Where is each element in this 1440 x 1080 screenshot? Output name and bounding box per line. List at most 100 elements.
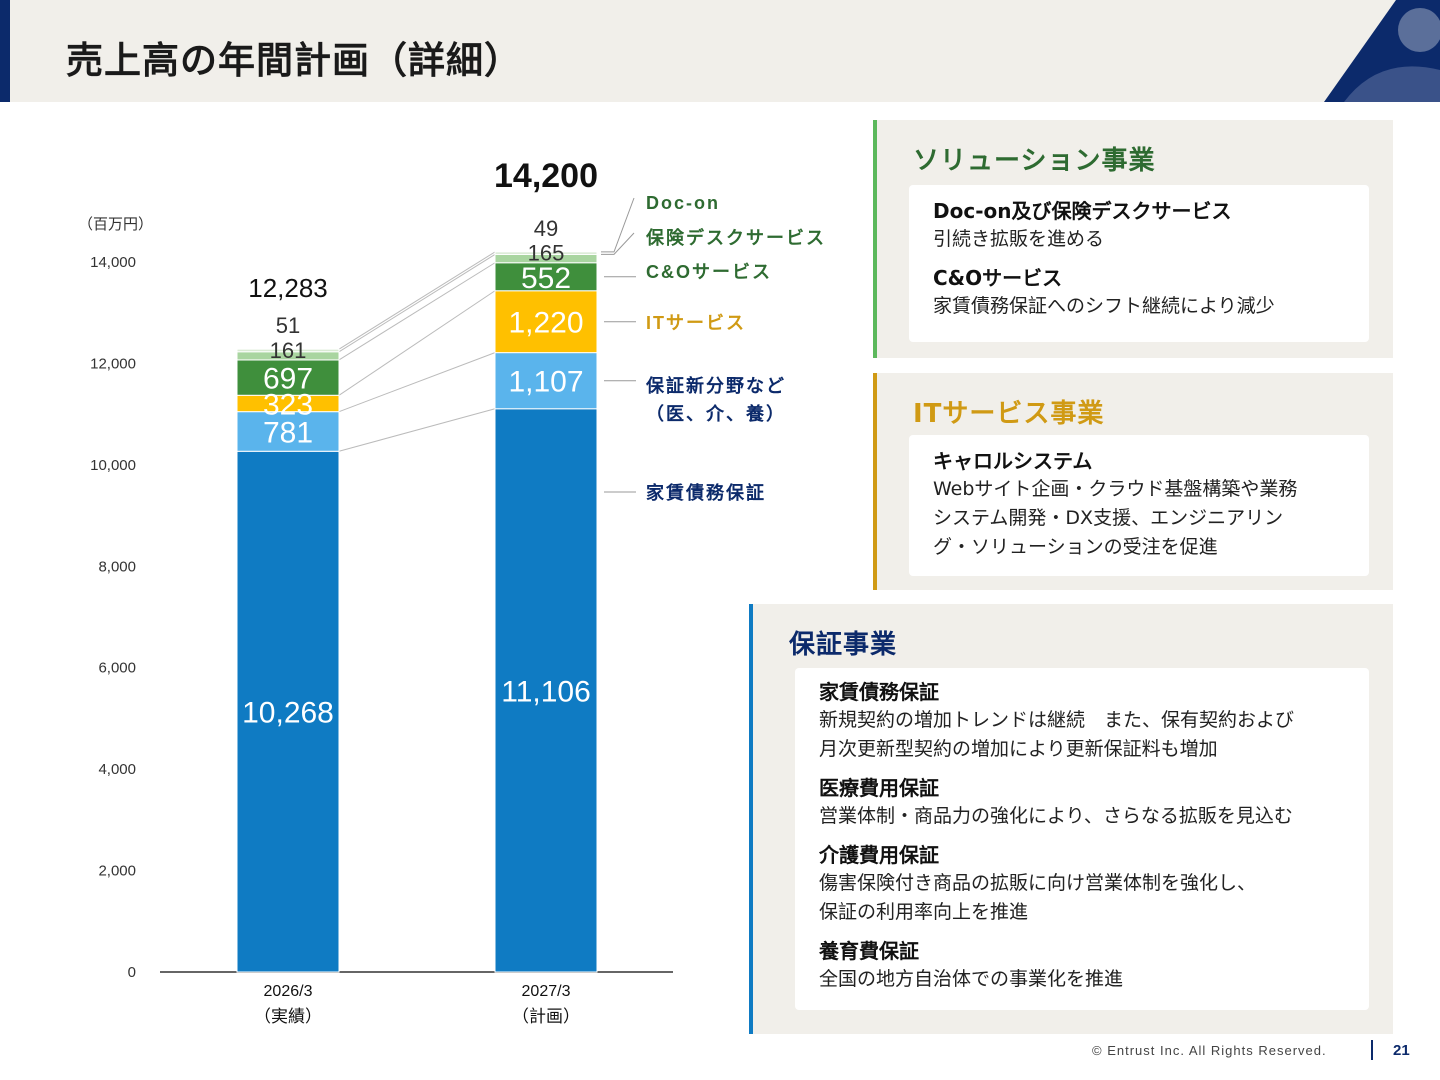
x-tick-label: 2026/3 bbox=[264, 983, 313, 1000]
y-tick-label: 12,000 bbox=[90, 355, 136, 372]
x-axis-labels: 2026/3 （実績） 2027/3 （計画） bbox=[254, 983, 580, 1026]
y-tick-label: 2,000 bbox=[98, 863, 136, 880]
item-description: 傷害保険付き商品の拡販に向け営業体制を強化し、 保証の利用率向上を推進 bbox=[819, 872, 1257, 923]
footer-divider bbox=[1371, 1040, 1373, 1060]
item-title: 養育費保証 bbox=[819, 939, 919, 963]
segment-value-label: 165 bbox=[528, 240, 565, 265]
item-description: 引続き拡販を進める bbox=[933, 228, 1105, 250]
segment-value-label: 10,268 bbox=[242, 697, 334, 730]
item-block: 養育費保証 全国の地方自治体での事業化を推進 bbox=[819, 937, 1345, 994]
segment-value-label: 51 bbox=[276, 313, 300, 338]
panel-card: キャロルシステム Webサイト企画・クラウド基盤構築や業務 システム開発・DX支… bbox=[909, 435, 1369, 576]
y-axis-unit-label: （百万円） bbox=[78, 216, 153, 233]
bar-segment bbox=[494, 352, 598, 410]
bar-segment bbox=[494, 251, 598, 255]
item-title: 介護費用保証 bbox=[819, 843, 939, 867]
legend-leader-line bbox=[601, 232, 635, 255]
panel-card: Doc-on及び保険デスクサービス 引続き拡販を進める C&Oサービス 家賃債務… bbox=[909, 185, 1369, 342]
panel-accent-bar bbox=[873, 373, 877, 590]
legend-label: Doc-on bbox=[646, 193, 720, 213]
item-title: キャロルシステム bbox=[933, 449, 1093, 473]
bar-segments bbox=[236, 251, 598, 973]
item-description: 新規契約の増加トレンドは継続 また、保有契約および 月次更新型契約の増加により更… bbox=[819, 709, 1295, 760]
segment-value-label: 1,220 bbox=[508, 307, 583, 340]
segment-value-label: 11,106 bbox=[501, 675, 591, 708]
segment-connectors bbox=[338, 251, 496, 452]
panel-accent-bar bbox=[873, 120, 877, 358]
item-block: キャロルシステム Webサイト企画・クラウド基盤構築や業務 システム開発・DX支… bbox=[933, 447, 1345, 562]
copyright-text: © Entrust Inc. All Rights Reserved. bbox=[1092, 1043, 1327, 1058]
item-title: 家賃債務保証 bbox=[819, 680, 939, 704]
bar-segment bbox=[236, 359, 340, 396]
y-tick-label: 4,000 bbox=[98, 761, 136, 778]
item-block: 医療費用保証 営業体制・商品力の強化により、さらなる拡販を見込む bbox=[819, 774, 1345, 831]
bar-total-label: 12,283 bbox=[248, 273, 328, 303]
connector-line bbox=[338, 251, 496, 350]
bar-totals: 12,283 14,200 bbox=[248, 157, 598, 303]
segment-value-label: 49 bbox=[534, 216, 558, 241]
solution-business-panel: ソリューション事業 Doc-on及び保険デスクサービス 引続き拡販を進める C&… bbox=[873, 120, 1393, 358]
connector-line bbox=[338, 408, 496, 452]
bar-segment bbox=[236, 348, 340, 353]
page-title: 売上高の年間計画（詳細） bbox=[66, 39, 522, 82]
y-tick-label: 8,000 bbox=[98, 558, 136, 575]
legend-label: 家賃債務保証 bbox=[646, 482, 766, 503]
connector-line bbox=[338, 253, 496, 353]
y-tick-label: 6,000 bbox=[98, 660, 136, 677]
legend-label: C&Oサービス bbox=[646, 262, 772, 282]
segment-value-label: 1,107 bbox=[508, 366, 583, 399]
segment-value-label: 781 bbox=[263, 416, 313, 449]
bar-total-label: 14,200 bbox=[494, 157, 598, 195]
item-description: 営業体制・商品力の強化により、さらなる拡販を見込む bbox=[819, 805, 1293, 827]
legend-label: （医、介、養） bbox=[646, 403, 786, 424]
stacked-bar-chart: （百万円） 0 2,000 4,000 6,000 8,000 10,000 12,000 1… bbox=[78, 157, 826, 1026]
connector-line bbox=[338, 262, 496, 361]
guarantee-business-panel: 保証事業 家賃債務保証 新規契約の増加トレンドは継続 また、保有契約および 月次… bbox=[749, 604, 1393, 1034]
bar-segment bbox=[494, 262, 598, 292]
item-block: C&Oサービス 家賃債務保証へのシフト継続により減少 bbox=[933, 264, 1345, 321]
it-service-business-panel: ITサービス事業 キャロルシステム Webサイト企画・クラウド基盤構築や業務 シ… bbox=[873, 373, 1393, 590]
item-title: Doc-on及び保険デスクサービス bbox=[933, 199, 1232, 223]
page-number: 21 bbox=[1393, 1042, 1410, 1059]
item-description: 全国の地方自治体での事業化を推進 bbox=[819, 968, 1124, 990]
item-block: 家賃債務保証 新規契約の増加トレンドは継続 また、保有契約および 月次更新型契約… bbox=[819, 678, 1345, 764]
panel-heading: ソリューション事業 bbox=[913, 146, 1156, 176]
item-block: 介護費用保証 傷害保険付き商品の拡販に向け営業体制を強化し、 保証の利用率向上を… bbox=[819, 841, 1345, 927]
panel-heading: 保証事業 bbox=[789, 630, 898, 660]
legend-leader-line bbox=[601, 197, 635, 253]
segment-value-label: 697 bbox=[263, 363, 313, 396]
legend-label: ITサービス bbox=[646, 313, 746, 333]
legend-label: 保証新分野など bbox=[645, 375, 786, 396]
segment-value-labels: 10,2687813236971615111,1061,1071,2205521… bbox=[242, 216, 591, 730]
x-tick-sublabel: （計画） bbox=[512, 1007, 580, 1026]
item-title: 医療費用保証 bbox=[819, 776, 939, 800]
y-tick-label: 0 bbox=[128, 964, 136, 981]
x-tick-label: 2027/3 bbox=[522, 983, 571, 1000]
bar-segment bbox=[494, 408, 598, 973]
y-tick-label: 10,000 bbox=[90, 457, 136, 474]
header-bar: 売上高の年間計画（詳細） bbox=[0, 0, 1440, 102]
panel-accent-bar bbox=[749, 604, 753, 1034]
x-tick-sublabel: （実績） bbox=[254, 1007, 322, 1026]
segment-value-label: 161 bbox=[270, 338, 307, 363]
item-description: 家賃債務保証へのシフト継続により減少 bbox=[933, 295, 1275, 317]
y-axis-ticks: 0 2,000 4,000 6,000 8,000 10,000 12,000 14,000 bbox=[90, 254, 136, 981]
bar-segment bbox=[236, 450, 340, 973]
bar-segment bbox=[236, 411, 340, 452]
panel-card: 家賃債務保証 新規契約の増加トレンドは継続 また、保有契約および 月次更新型契約… bbox=[795, 668, 1369, 1010]
connector-line bbox=[338, 352, 496, 413]
corner-logo-icon bbox=[1324, 0, 1440, 102]
header-accent-stripe bbox=[0, 0, 10, 102]
panel-heading: ITサービス事業 bbox=[913, 399, 1105, 429]
y-tick-label: 14,000 bbox=[90, 254, 136, 271]
bar-segment bbox=[494, 290, 598, 354]
item-block: Doc-on及び保険デスクサービス 引続き拡販を進める bbox=[933, 197, 1345, 254]
item-description: Webサイト企画・クラウド基盤構築や業務 システム開発・DX支援、エンジニアリン… bbox=[933, 478, 1298, 558]
item-title: C&Oサービス bbox=[933, 266, 1063, 290]
segment-value-label: 323 bbox=[263, 388, 313, 421]
connector-line bbox=[338, 290, 496, 396]
legend-label: 保険デスクサービス bbox=[645, 227, 826, 248]
segment-value-label: 552 bbox=[521, 262, 571, 295]
